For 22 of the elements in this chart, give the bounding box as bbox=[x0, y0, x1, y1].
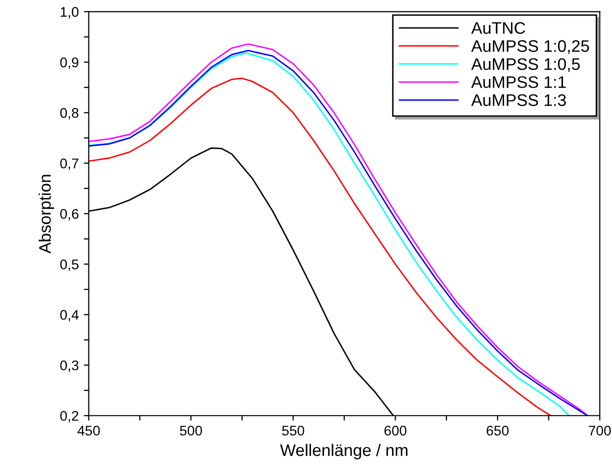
legend-label: AuMPSS 1:0,5 bbox=[471, 58, 580, 72]
legend-label: AuMPSS 1:0,25 bbox=[471, 40, 590, 54]
x-tick-label: 550 bbox=[282, 426, 304, 436]
y-tick-label: 0,5 bbox=[60, 259, 78, 271]
x-tick-label: 450 bbox=[77, 426, 100, 436]
y-tick-label: 0,6 bbox=[60, 208, 78, 220]
x-tick-label: 700 bbox=[588, 426, 611, 436]
y-tick-label: 1,0 bbox=[60, 7, 78, 18]
y-axis-title: Absorption bbox=[38, 174, 54, 254]
legend-label: AuMPSS 1:3 bbox=[471, 94, 566, 106]
y-tick-label: 0,7 bbox=[60, 158, 78, 170]
y-tick-label: 0,8 bbox=[60, 108, 78, 120]
x-tick-label: 500 bbox=[180, 426, 202, 436]
x-tick-label: 650 bbox=[486, 426, 509, 436]
x-tick-label: 600 bbox=[384, 426, 406, 436]
x-axis-title: Wellenlänge / nm bbox=[280, 444, 408, 460]
legend-label: AuTNC bbox=[471, 22, 526, 34]
y-tick-label: 0,2 bbox=[60, 410, 78, 422]
y-tick-label: 0,9 bbox=[60, 58, 78, 69]
legend-label: AuMPSS 1:1 bbox=[471, 76, 566, 88]
y-tick-label: 0,3 bbox=[60, 360, 78, 372]
y-tick-label: 0,4 bbox=[60, 310, 79, 322]
